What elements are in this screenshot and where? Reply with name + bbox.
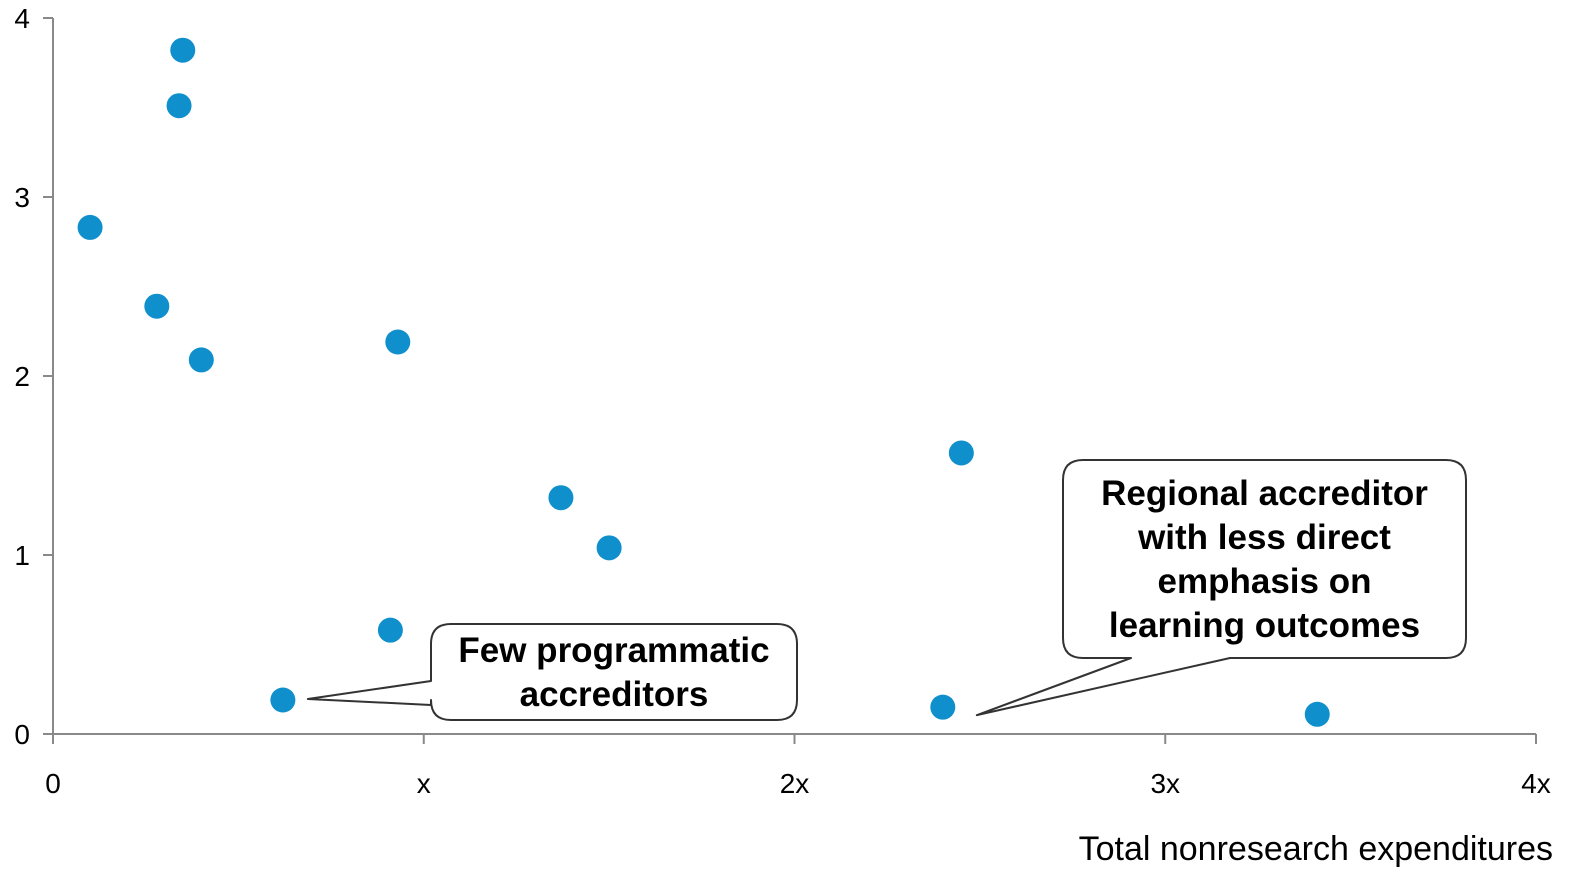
scatter-point [166,93,192,119]
x-ticks: 0 x 2x 3x 4x [45,734,1551,799]
scatter-point [1304,701,1330,727]
scatter-point [385,329,411,355]
y-tick-label: 4 [14,3,30,34]
y-tick-label: 3 [14,182,30,213]
scatter-point [144,293,170,319]
callout-text-line: accreditors [520,675,709,714]
callout-bubble [975,459,1467,717]
scatter-point [596,535,622,561]
callouts: Few programmatic accreditors Regional accr… [306,459,1467,721]
x-tick-label: 0 [45,768,61,799]
scatter-point [77,214,103,240]
callout-text-line: Few programmatic [458,631,769,670]
scatter-point [930,694,956,720]
callout-text-line: emphasis on [1158,562,1372,601]
scatter-point [188,347,214,373]
y-tick-label: 2 [14,361,30,392]
callout-text-line: Regional accreditor [1101,474,1428,513]
x-tick-label: 2x [780,768,810,799]
callout-text-line: learning outcomes [1109,606,1420,645]
data-points [77,37,1330,727]
scatter-point [170,37,196,63]
callout-text-line: with less direct [1137,518,1391,557]
y-ticks: 0 1 2 3 4 [14,3,53,750]
scatter-point [377,617,403,643]
scatter-point [948,440,974,466]
y-tick-label: 0 [14,719,30,750]
callout-bubble [306,623,798,721]
y-tick-label: 1 [14,540,30,571]
scatter-point [548,485,574,511]
x-tick-label: 4x [1521,768,1551,799]
x-tick-label: x [417,768,431,799]
x-axis-title: Total nonresearch expenditures [1079,830,1553,868]
x-tick-label: 3x [1150,768,1180,799]
scatter-point [270,687,296,713]
